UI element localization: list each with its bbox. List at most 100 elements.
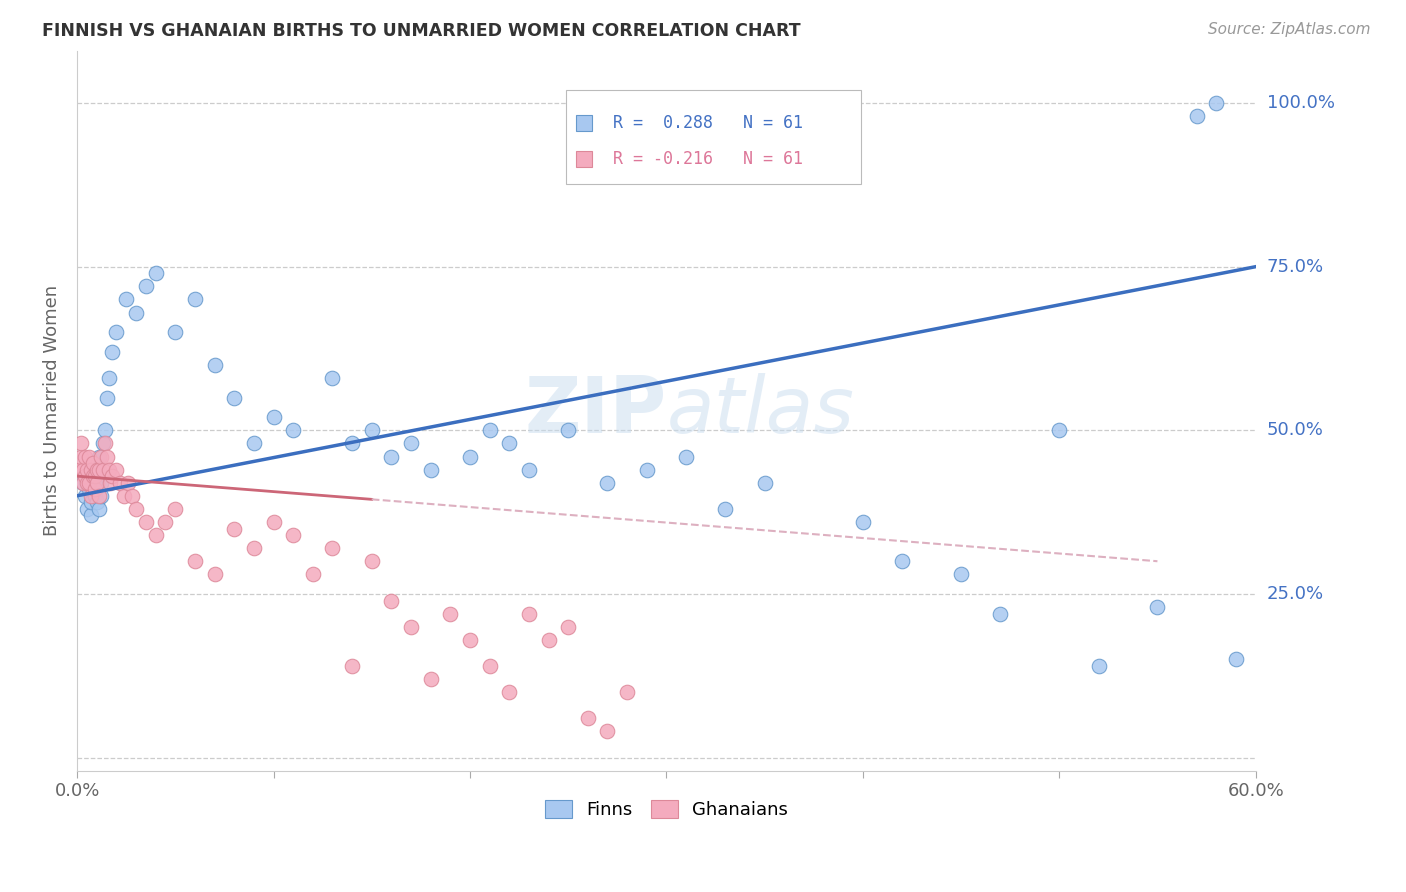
Finns — [852, 515, 875, 529]
Finns — [82, 482, 104, 496]
Ghanaians — [112, 489, 135, 503]
Finns — [517, 462, 540, 476]
Finns — [1047, 423, 1070, 437]
Text: Source: ZipAtlas.com: Source: ZipAtlas.com — [1208, 22, 1371, 37]
Finns — [243, 436, 266, 450]
Ghanaians — [72, 475, 94, 490]
Finns — [754, 475, 776, 490]
Ghanaians — [86, 475, 108, 490]
Finns — [76, 469, 98, 483]
Ghanaians — [517, 607, 540, 621]
Finns — [83, 475, 105, 490]
Finns — [87, 450, 110, 464]
Ghanaians — [165, 501, 187, 516]
Ghanaians — [458, 632, 481, 647]
Ghanaians — [77, 475, 100, 490]
Finns — [96, 391, 118, 405]
Finns — [1146, 600, 1168, 615]
Text: ZIP: ZIP — [524, 373, 666, 449]
Ghanaians — [419, 672, 441, 686]
Ghanaians — [110, 475, 132, 490]
Ghanaians — [76, 475, 98, 490]
Ghanaians — [76, 462, 98, 476]
Ghanaians — [184, 554, 207, 568]
Finns — [557, 423, 579, 437]
Ghanaians — [616, 685, 638, 699]
Finns — [86, 495, 108, 509]
Finns — [321, 371, 343, 385]
Finns — [90, 475, 112, 490]
Finns — [86, 462, 108, 476]
Ghanaians — [83, 482, 105, 496]
Finns — [165, 325, 187, 339]
Ghanaians — [121, 489, 143, 503]
Ghanaians — [439, 607, 461, 621]
Finns — [105, 325, 128, 339]
Ghanaians — [100, 475, 122, 490]
Ghanaians — [86, 462, 108, 476]
Finns — [77, 462, 100, 476]
Finns — [340, 436, 363, 450]
Ghanaians — [72, 462, 94, 476]
Finns — [675, 450, 697, 464]
Ghanaians — [380, 593, 402, 607]
Ghanaians — [90, 450, 112, 464]
Finns — [419, 462, 441, 476]
Finns — [145, 266, 167, 280]
Ghanaians — [224, 521, 246, 535]
Ghanaians — [596, 724, 619, 739]
Finns — [1205, 96, 1227, 111]
Ghanaians — [67, 462, 90, 476]
Ghanaians — [557, 620, 579, 634]
Ghanaians — [340, 659, 363, 673]
Ghanaians — [70, 450, 93, 464]
Ghanaians — [263, 515, 285, 529]
Finns — [80, 495, 103, 509]
Ghanaians — [360, 554, 382, 568]
Finns — [399, 436, 422, 450]
Text: R =  0.288   N = 61: R = 0.288 N = 61 — [613, 113, 803, 132]
Ghanaians — [70, 436, 93, 450]
Finns — [1185, 109, 1208, 123]
Ghanaians — [80, 489, 103, 503]
Ghanaians — [125, 501, 148, 516]
Finns — [988, 607, 1011, 621]
Finns — [72, 475, 94, 490]
Finns — [224, 391, 246, 405]
Finns — [90, 489, 112, 503]
Ghanaians — [97, 462, 120, 476]
Finns — [714, 501, 737, 516]
Ghanaians — [204, 567, 226, 582]
Finns — [636, 462, 658, 476]
Ghanaians — [243, 541, 266, 556]
Ghanaians — [105, 462, 128, 476]
Ghanaians — [80, 462, 103, 476]
Finns — [498, 436, 520, 450]
Text: atlas: atlas — [666, 373, 855, 449]
Text: R = -0.216   N = 61: R = -0.216 N = 61 — [613, 150, 803, 168]
Text: 75.0%: 75.0% — [1267, 258, 1324, 276]
Finns — [950, 567, 973, 582]
Finns — [80, 508, 103, 523]
Finns — [73, 489, 96, 503]
Finns — [458, 450, 481, 464]
Ghanaians — [82, 469, 104, 483]
Finns — [93, 423, 115, 437]
Finns — [478, 423, 501, 437]
Ghanaians — [101, 469, 124, 483]
Ghanaians — [83, 469, 105, 483]
Ghanaians — [91, 462, 114, 476]
Finns — [83, 489, 105, 503]
Finns — [91, 436, 114, 450]
Ghanaians — [145, 528, 167, 542]
Text: 25.0%: 25.0% — [1267, 585, 1324, 603]
Ghanaians — [301, 567, 323, 582]
Legend: Finns, Ghanaians: Finns, Ghanaians — [537, 793, 796, 827]
Ghanaians — [117, 475, 139, 490]
Finns — [87, 501, 110, 516]
Finns — [77, 482, 100, 496]
Ghanaians — [135, 515, 157, 529]
Ghanaians — [77, 450, 100, 464]
Ghanaians — [478, 659, 501, 673]
Ghanaians — [93, 436, 115, 450]
